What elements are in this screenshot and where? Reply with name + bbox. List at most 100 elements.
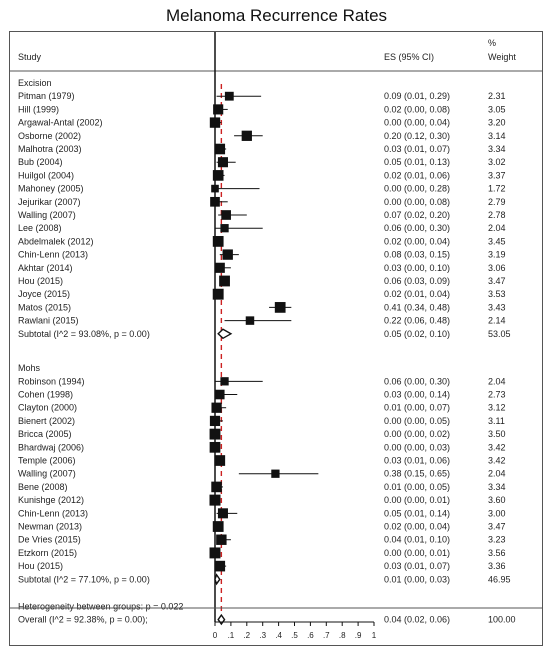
study-es: 0.03 (0.00, 0.10) [384, 263, 450, 273]
study-weight: 3.19 [488, 250, 506, 260]
study-marker [214, 262, 225, 273]
study-es: 0.00 (0.00, 0.08) [384, 197, 450, 207]
x-tick-label: .4 [275, 631, 282, 640]
study-weight: 3.12 [488, 403, 506, 413]
study-label: Hou (2015) [18, 561, 63, 571]
overall-diamond [217, 613, 226, 626]
study-es: 0.00 (0.00, 0.01) [384, 495, 450, 505]
study-marker [214, 560, 226, 572]
study-es: 0.38 (0.15, 0.65) [384, 469, 450, 479]
study-label: Bhardwaj (2006) [18, 442, 84, 452]
x-tick-label: .7 [323, 631, 330, 640]
study-weight: 3.06 [488, 263, 506, 273]
study-es: 0.03 (0.01, 0.07) [384, 144, 450, 154]
study-marker [209, 428, 221, 440]
study-es: 0.02 (0.00, 0.08) [384, 104, 450, 114]
study-es: 0.00 (0.00, 0.02) [384, 429, 450, 439]
study-marker [274, 302, 286, 313]
study-weight: 3.23 [488, 535, 506, 545]
study-marker [245, 316, 255, 325]
study-es: 0.03 (0.00, 0.14) [384, 390, 450, 400]
study-weight: 3.42 [488, 456, 506, 466]
x-tick-label: 0 [213, 631, 218, 640]
overall-label: Overall (I^2 = 92.38%, p = 0.00); [18, 615, 148, 625]
study-label: Mahoney (2005) [18, 184, 84, 194]
study-marker [213, 104, 224, 115]
study-weight: 3.60 [488, 495, 506, 505]
study-marker [212, 521, 224, 532]
study-weight: 2.04 [488, 223, 506, 233]
study-marker [212, 288, 224, 300]
subtotal-label: Subtotal (I^2 = 93.08%, p = 0.00) [18, 329, 150, 339]
study-es: 0.41 (0.34, 0.48) [384, 302, 450, 312]
study-es: 0.02 (0.00, 0.04) [384, 522, 450, 532]
study-marker [214, 389, 225, 400]
study-marker [209, 494, 221, 506]
study-label: Pitman (1979) [18, 91, 75, 101]
study-es: 0.22 (0.06, 0.48) [384, 316, 450, 326]
study-es: 0.09 (0.01, 0.29) [384, 91, 450, 101]
study-es: 0.00 (0.00, 0.04) [384, 118, 450, 128]
study-es: 0.03 (0.01, 0.06) [384, 456, 450, 466]
study-weight: 3.45 [488, 236, 506, 246]
study-es: 0.06 (0.00, 0.30) [384, 376, 450, 386]
study-es: 0.06 (0.00, 0.30) [384, 223, 450, 233]
study-weight: 2.79 [488, 197, 506, 207]
study-es: 0.07 (0.02, 0.20) [384, 210, 450, 220]
study-marker [224, 91, 234, 101]
subtotal-weight: 53.05 [488, 329, 511, 339]
study-label: Temple (2006) [18, 456, 76, 466]
study-marker [209, 441, 221, 453]
study-weight: 3.14 [488, 131, 506, 141]
study-es: 0.01 (0.00, 0.05) [384, 482, 450, 492]
study-weight: 3.00 [488, 508, 506, 518]
subtotal-label: Subtotal (I^2 = 77.10%, p = 0.00) [18, 574, 150, 584]
subtotal-diamond [217, 328, 233, 340]
study-label: Matos (2015) [18, 302, 71, 312]
study-weight: 2.14 [488, 316, 506, 326]
study-label: Bricca (2005) [18, 429, 72, 439]
study-label: Jejurikar (2007) [18, 197, 81, 207]
study-weight: 3.37 [488, 170, 506, 180]
x-tick-label: .3 [259, 631, 266, 640]
study-weight: 3.20 [488, 118, 506, 128]
study-weight: 1.72 [488, 184, 506, 194]
study-marker [210, 196, 220, 207]
study-label: Lee (2008) [18, 223, 62, 233]
study-marker [211, 402, 222, 413]
study-marker [214, 455, 226, 466]
x-tick-label: .8 [339, 631, 346, 640]
study-weight: 3.34 [488, 482, 506, 492]
study-weight: 2.78 [488, 210, 506, 220]
study-weight: 2.73 [488, 390, 506, 400]
subtotal-weight: 46.95 [488, 574, 511, 584]
x-tick-label: .9 [355, 631, 362, 640]
study-weight: 3.47 [488, 522, 506, 532]
subtotal-diamond [214, 573, 221, 586]
study-label: Rawlani (2015) [18, 316, 79, 326]
study-label: Kunishge (2012) [18, 495, 84, 505]
study-label: Bub (2004) [18, 157, 63, 167]
study-label: Bienert (2002) [18, 416, 75, 426]
study-es: 0.05 (0.01, 0.13) [384, 157, 450, 167]
study-marker [211, 481, 222, 493]
header-es: ES (95% CI) [384, 52, 434, 62]
study-weight: 3.05 [488, 104, 506, 114]
study-label: Robinson (1994) [18, 376, 85, 386]
study-label: Argawal-Antal (2002) [18, 118, 103, 128]
study-weight: 2.31 [488, 91, 506, 101]
study-label: Walling (2007) [18, 469, 76, 479]
study-label: Newman (2013) [18, 522, 82, 532]
study-marker [220, 377, 229, 386]
study-weight: 3.36 [488, 561, 506, 571]
study-marker [212, 170, 224, 181]
header-weight: Weight [488, 52, 516, 62]
study-es: 0.02 (0.01, 0.04) [384, 289, 450, 299]
study-weight: 2.04 [488, 469, 506, 479]
study-marker [217, 157, 228, 168]
study-label: Huilgol (2004) [18, 170, 74, 180]
study-marker [212, 236, 224, 247]
header-weight-symbol: % [488, 38, 496, 48]
study-weight: 3.42 [488, 442, 506, 452]
